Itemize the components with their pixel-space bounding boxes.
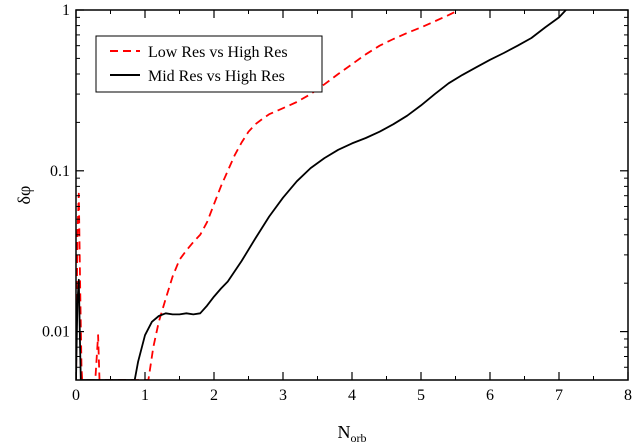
x-axis: 0 1 2 3 4 5 6 7 8 — [72, 10, 632, 404]
y-tick-label: 0.01 — [42, 324, 70, 341]
legend-label-low-res: Low Res vs High Res — [148, 44, 288, 61]
x-axis-label: Norb — [338, 422, 367, 445]
series-line-0 — [76, 10, 460, 380]
y-tick-label: 0.1 — [50, 163, 70, 180]
y-axis: 0.01 0.1 1 — [42, 2, 628, 368]
y-tick-label: 1 — [62, 2, 70, 19]
x-tick-label: 1 — [141, 387, 149, 404]
x-tick-label: 6 — [486, 387, 494, 404]
x-tick-label: 3 — [279, 387, 287, 404]
series-layer — [76, 10, 567, 380]
y-axis-label: δφ — [14, 186, 34, 205]
x-tick-label: 8 — [624, 387, 632, 404]
x-tick-label: 7 — [555, 387, 563, 404]
x-tick-label: 2 — [210, 387, 218, 404]
x-axis-label-subscript: orb — [351, 431, 367, 445]
x-tick-label: 4 — [348, 387, 356, 404]
legend-box — [95, 35, 323, 93]
x-tick-label: 5 — [417, 387, 425, 404]
series-line-1 — [76, 10, 567, 380]
legend-label-mid-res: Mid Res vs High Res — [148, 68, 285, 85]
x-tick-label: 0 — [72, 387, 80, 404]
legend: Low Res vs High Res Mid Res vs High Res — [95, 35, 323, 93]
